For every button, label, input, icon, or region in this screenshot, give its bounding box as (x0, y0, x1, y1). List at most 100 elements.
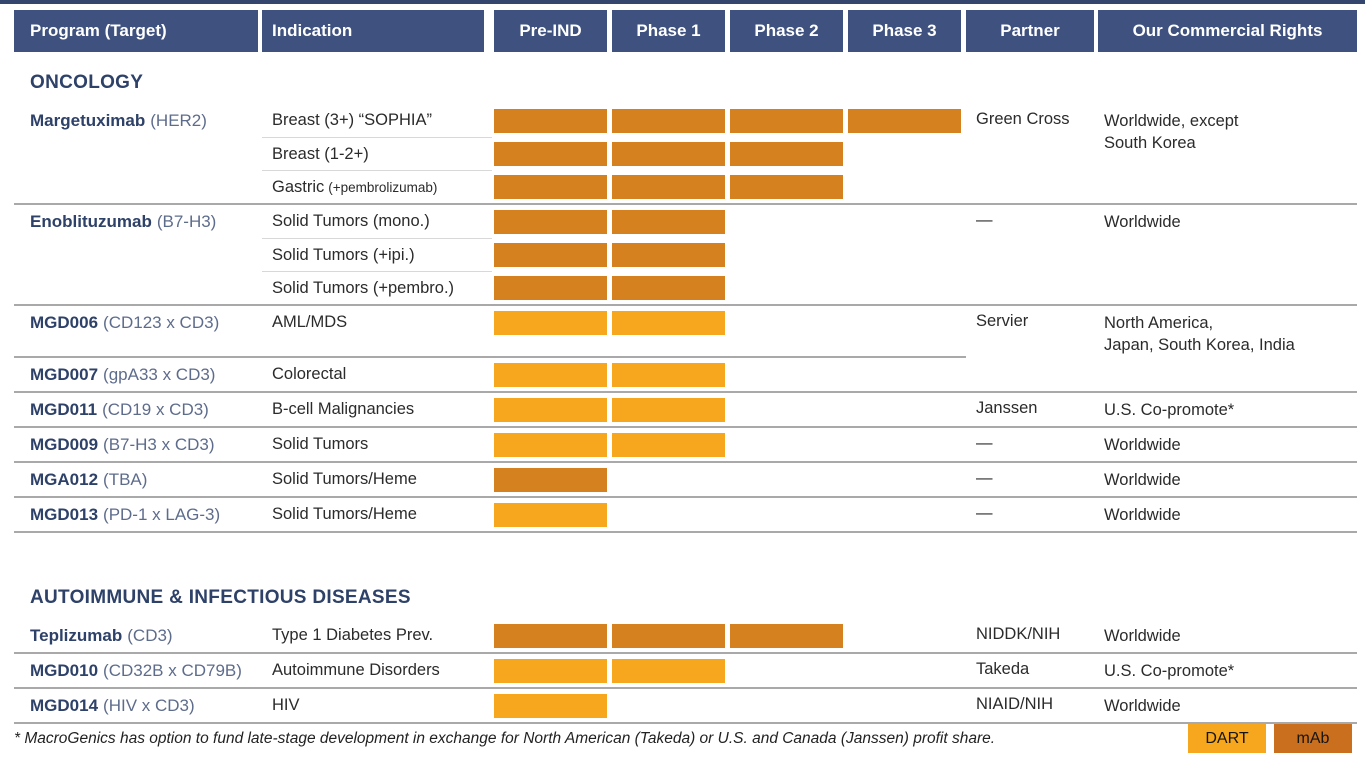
bar-segment-dart (494, 693, 607, 718)
program-group-left: MGD010 (CD32B x CD79B) Autoimmune Disorder… (14, 654, 966, 687)
indication-cell: Solid Tumors (+ipi.) (262, 238, 492, 271)
commercial-rights-line: U.S. Co-promote* (1104, 662, 1235, 680)
program-group: Margetuximab (HER2) Breast (3+) “SOPHIA” Br… (14, 104, 1357, 205)
phase-progress-bar (492, 498, 966, 531)
indication: Breast (3+) “SOPHIA” (272, 111, 432, 129)
phase-progress-bar (492, 463, 966, 496)
program-name: MGD013 (30, 504, 99, 524)
program-cell (14, 271, 262, 304)
indication-cell: Gastric (+pembrolizumab) (262, 170, 492, 203)
bar-segment-mab (494, 242, 607, 267)
partner: — (976, 469, 993, 487)
indication-cell: AML/MDS (262, 306, 492, 339)
bar-segment-dart (612, 310, 725, 335)
pipeline-row: MGD014 (HIV x CD3) HIV (14, 689, 966, 722)
commercial-rights-line: Worldwide (1104, 506, 1181, 524)
commercial-rights: Worldwide (1098, 211, 1357, 233)
commercial-rights: U.S. Co-promote* (1098, 399, 1357, 421)
program-group: MGD013 (PD-1 x LAG-3) Solid Tumors/Heme — Wo… (14, 498, 1357, 533)
partner: — (976, 504, 993, 522)
program-cell: MGD009 (B7-H3 x CD3) (14, 428, 262, 461)
indication: Breast (1-2+) (272, 144, 369, 163)
program-group-right: Green Cross Worldwide, except South Korea (966, 104, 1357, 203)
commercial-rights: Worldwide (1098, 625, 1357, 647)
phase-progress-bar (492, 104, 966, 137)
bar-segment-dart (494, 658, 607, 683)
bar-segment-mab (612, 623, 725, 648)
program-group-left: MGD006 (CD123 x CD3) AML/MDS (14, 306, 966, 356)
bar-segment-dart (494, 310, 607, 335)
bar-segment-mab (612, 275, 725, 300)
indication-cell: Colorectal (262, 358, 492, 391)
indication-cell: Solid Tumors (mono.) (262, 205, 492, 238)
partner: Green Cross (976, 110, 1070, 128)
program-cell: MGA012 (TBA) (14, 463, 262, 496)
indication: Solid Tumors/Heme (272, 505, 417, 523)
commercial-rights-line: U.S. Co-promote* (1104, 401, 1235, 419)
column-header-indication: Indication (262, 10, 484, 52)
partner: NIAID/NIH (976, 695, 1054, 713)
program-group-left: MGD011 (CD19 x CD3) B-cell Malignancies (14, 393, 966, 426)
indication: Solid Tumors (+pembro.) (272, 278, 455, 297)
pipeline-row: MGA012 (TBA) Solid Tumors/Heme (14, 463, 966, 496)
indication: B-cell Malignancies (272, 400, 415, 418)
program-target: (B7-H3) (156, 211, 217, 231)
indication: Type 1 Diabetes Prev. (272, 626, 434, 644)
bar-segment-mab (494, 141, 607, 166)
program-group-left: Teplizumab (CD3) Type 1 Diabetes Prev. (14, 619, 966, 652)
bar-segment-mab (612, 242, 725, 267)
bar-segment-mab (494, 623, 607, 648)
program-cell: MGD014 (HIV x CD3) (14, 689, 262, 722)
program-name: MGD014 (30, 695, 99, 715)
pipeline-row: Teplizumab (CD3) Type 1 Diabetes Prev. (14, 619, 966, 652)
program-name: MGD006 (30, 312, 99, 332)
pipeline-row: MGD007 (gpA33 x CD3) Colorectal (14, 358, 966, 391)
program-group: MGD011 (CD19 x CD3) B-cell Malignancies Jan… (14, 393, 1357, 428)
phase-progress-bar (492, 238, 966, 271)
bar-segment-dart (494, 362, 607, 387)
footnote: * MacroGenics has option to fund late-st… (14, 729, 996, 747)
column-header-pre-ind: Pre-IND (494, 10, 607, 52)
indication: Gastric (272, 177, 325, 196)
bar-segment-mab (730, 108, 843, 133)
phase-progress-bar (492, 654, 966, 687)
pipeline-row: Gastric (+pembrolizumab) (14, 170, 966, 203)
program-group: MGA012 (TBA) Solid Tumors/Heme — Worldwide (14, 463, 1357, 498)
program-group-left: MGD009 (B7-H3 x CD3) Solid Tumors (14, 428, 966, 461)
indication: HIV (272, 696, 300, 714)
program-cell: MGD010 (CD32B x CD79B) (14, 654, 262, 687)
program-group-left: Margetuximab (HER2) Breast (3+) “SOPHIA” Br… (14, 104, 966, 203)
bar-segment-dart (612, 658, 725, 683)
program-group-right: Janssen U.S. Co-promote* (966, 393, 1357, 426)
program-cell (14, 137, 262, 170)
program-group-right: Takeda U.S. Co-promote* (966, 654, 1357, 687)
program-cell: Enoblituzumab (B7-H3) (14, 205, 262, 238)
program-group: MGD010 (CD32B x CD79B) Autoimmune Disorder… (14, 654, 1357, 689)
indication-cell: Autoimmune Disorders (262, 654, 492, 687)
phase-progress-bar (492, 205, 966, 238)
partner: Janssen (976, 399, 1038, 417)
sections-container: ONCOLOGY Margetuximab (HER2) Breast (3+) “S… (14, 72, 1357, 724)
commercial-rights-line: Worldwide (1104, 213, 1181, 231)
program-target: (CD19 x CD3) (102, 399, 209, 419)
phase-progress-bar (492, 271, 966, 304)
indication-cell: HIV (262, 689, 492, 722)
program-group-right: — Worldwide (966, 205, 1357, 304)
commercial-rights-line: South Korea (1104, 134, 1196, 152)
program-group: MGD007 (gpA33 x CD3) Colorectal (14, 358, 1357, 393)
program-group: MGD009 (B7-H3 x CD3) Solid Tumors — Worldwid… (14, 428, 1357, 463)
phase-progress-bar (492, 170, 966, 203)
program-group: Enoblituzumab (B7-H3) Solid Tumors (mono.)… (14, 205, 1357, 306)
indication: Autoimmune Disorders (272, 661, 440, 679)
program-target: (CD32B x CD79B) (103, 660, 242, 680)
commercial-rights-line: Worldwide (1104, 436, 1181, 454)
legend: DART mAb (1188, 724, 1352, 753)
phase-progress-bar (492, 689, 966, 722)
program-target: (PD-1 x LAG-3) (103, 504, 221, 524)
program-group-right (966, 358, 1357, 391)
program-cell: MGD007 (gpA33 x CD3) (14, 358, 262, 391)
pipeline-row: MGD011 (CD19 x CD3) B-cell Malignancies (14, 393, 966, 426)
commercial-rights-line: Worldwide, except (1104, 112, 1239, 130)
partner: Servier (976, 312, 1029, 330)
column-header-phase-1: Phase 1 (612, 10, 725, 52)
